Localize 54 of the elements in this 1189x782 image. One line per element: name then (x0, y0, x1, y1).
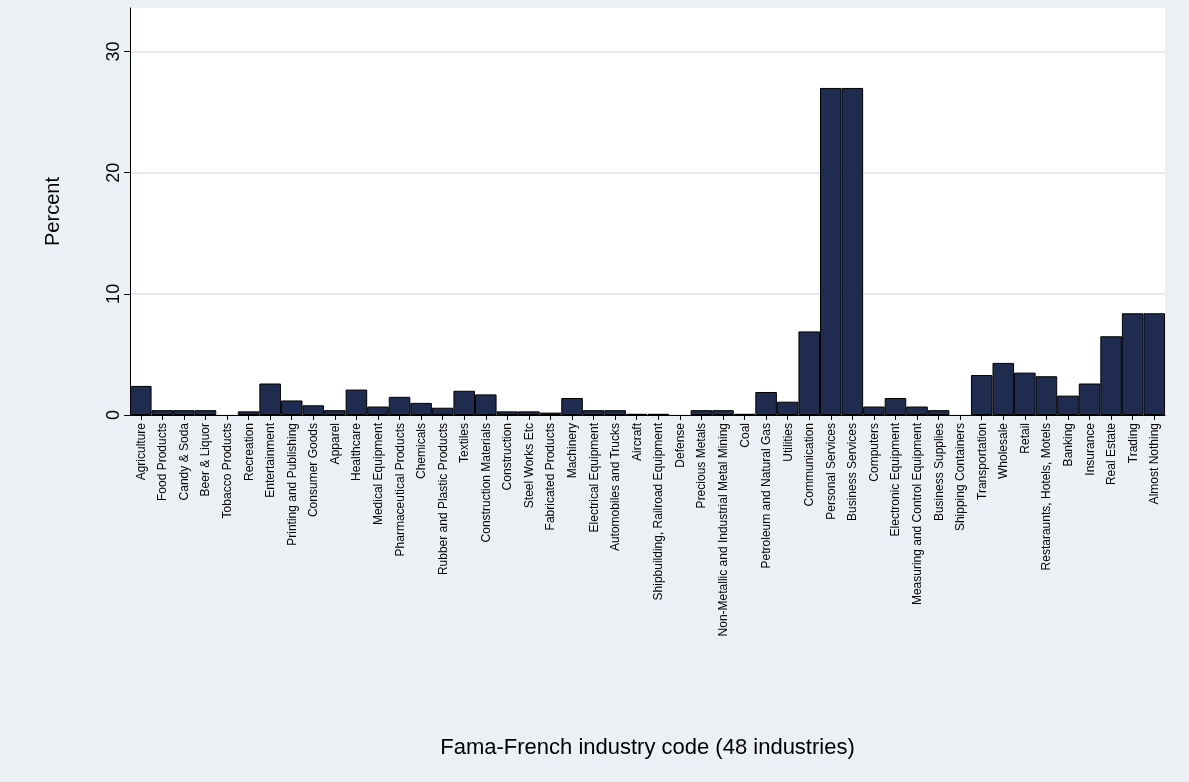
x-tick-label: Communication (802, 423, 817, 507)
x-tick-label: Defense (672, 422, 687, 468)
x-tick-label: Construction Materials (478, 423, 493, 543)
x-tick-label: Measuring and Control Equipment (910, 422, 925, 606)
x-tick-label: Business Services (845, 423, 860, 522)
x-tick-label: Healthcare (349, 422, 364, 482)
x-tick-label: Beer & Liquor (198, 423, 213, 497)
y-tick-label: 10 (103, 283, 123, 304)
y-axis-title: Percent (41, 176, 63, 246)
x-tick-label: Medical Equipment (370, 422, 385, 526)
x-tick-label: Candy & Soda (176, 422, 191, 501)
x-tick-label: Agriculture (133, 422, 148, 481)
x-axis-title: Fama-French industry code (48 industries) (440, 733, 855, 759)
x-tick-label: Electronic Equipment (888, 422, 903, 537)
x-tick-label: Textiles (457, 423, 472, 464)
x-tick-label: Banking (1060, 423, 1075, 467)
x-tick-label: Retail (1017, 423, 1032, 454)
x-tick-label: Coal (737, 423, 752, 448)
x-tick-label: Printing and Publishing (284, 423, 299, 546)
x-tick-label: Steel Works Etc (521, 423, 536, 509)
x-tick-label: Non-Metallic and Industrial Metal Mining (715, 423, 730, 637)
x-tick-label: Food Products (155, 423, 170, 502)
x-tick-label: Apparel (327, 423, 342, 465)
y-tick-label: 30 (103, 41, 123, 62)
x-tick-label: Pharmaceutical Products (392, 423, 407, 557)
x-tick-label: Trading (1125, 423, 1140, 464)
x-tick-label: Insurance (1082, 422, 1097, 476)
x-tick-label: Construction (500, 423, 515, 491)
x-tick-label: Real Estate (1104, 422, 1119, 486)
x-tick-label: Wholesale (996, 422, 1011, 480)
x-tick-label: Recreation (241, 423, 256, 482)
x-tick-label: Transportation (974, 423, 989, 500)
y-tick-label: 20 (103, 162, 123, 183)
x-tick-label: Tobacco Products (220, 423, 235, 519)
x-tick-label: Personal Services (823, 423, 838, 520)
x-tick-label: Aircraft (629, 422, 644, 462)
x-tick-label: Shipping Containers (953, 423, 968, 532)
x-tick-label: Restaraunts, Hotels, Motels (1039, 423, 1054, 571)
x-tick-label: Automobiles and Trucks (608, 423, 623, 552)
x-tick-label: Rubber and Plastic Products (435, 423, 450, 576)
x-tick-label: Petroleum and Natural Gas (759, 423, 774, 569)
x-tick-label: Entertainment (263, 422, 278, 498)
x-tick-label: Precious Metals (694, 423, 709, 509)
x-tick-label: Business Supplies (931, 423, 946, 522)
x-tick-label: Shipbuilding, Railroad Equipment (651, 422, 666, 601)
x-tick-label: Utilities (780, 423, 795, 462)
x-tick-label: Consumer Goods (306, 423, 321, 518)
x-tick-label: Fabricated Products (543, 423, 558, 531)
x-tick-label: Almost Nothing (1147, 423, 1162, 505)
x-tick-label: Electrical Equipment (586, 422, 601, 533)
y-tick-label: 0 (103, 409, 123, 421)
x-tick-label: Computers (866, 423, 881, 482)
x-tick-label: Chemicals (414, 423, 429, 480)
x-tick-label: Machinery (565, 423, 580, 479)
